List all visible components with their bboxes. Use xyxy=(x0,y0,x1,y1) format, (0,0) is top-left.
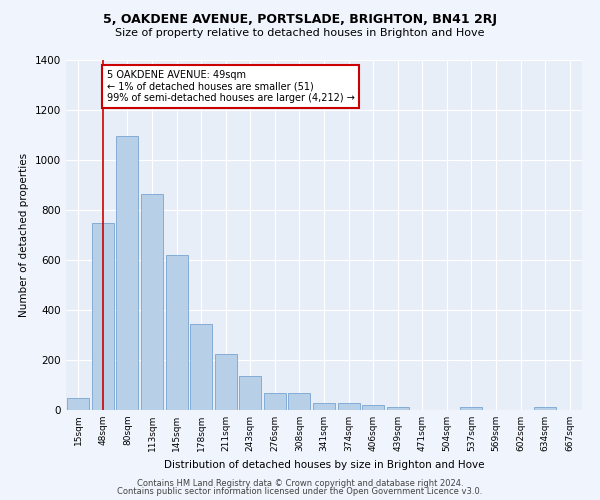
Bar xyxy=(215,354,237,410)
Bar xyxy=(116,136,139,410)
Bar xyxy=(534,407,556,410)
Bar xyxy=(386,406,409,410)
Bar xyxy=(190,324,212,410)
Bar xyxy=(67,398,89,410)
Bar xyxy=(289,392,310,410)
X-axis label: Distribution of detached houses by size in Brighton and Hove: Distribution of detached houses by size … xyxy=(164,460,484,469)
Bar xyxy=(362,404,384,410)
Text: Contains public sector information licensed under the Open Government Licence v3: Contains public sector information licen… xyxy=(118,487,482,496)
Bar xyxy=(460,407,482,410)
Bar xyxy=(338,402,359,410)
Text: Size of property relative to detached houses in Brighton and Hove: Size of property relative to detached ho… xyxy=(115,28,485,38)
Bar xyxy=(313,402,335,410)
Text: Contains HM Land Registry data © Crown copyright and database right 2024.: Contains HM Land Registry data © Crown c… xyxy=(137,478,463,488)
Text: 5, OAKDENE AVENUE, PORTSLADE, BRIGHTON, BN41 2RJ: 5, OAKDENE AVENUE, PORTSLADE, BRIGHTON, … xyxy=(103,12,497,26)
Y-axis label: Number of detached properties: Number of detached properties xyxy=(19,153,29,317)
Bar xyxy=(264,392,286,410)
Bar xyxy=(166,255,188,410)
Bar xyxy=(239,376,262,410)
Text: 5 OAKDENE AVENUE: 49sqm
← 1% of detached houses are smaller (51)
99% of semi-det: 5 OAKDENE AVENUE: 49sqm ← 1% of detached… xyxy=(107,70,355,103)
Bar xyxy=(92,222,114,410)
Bar xyxy=(141,194,163,410)
